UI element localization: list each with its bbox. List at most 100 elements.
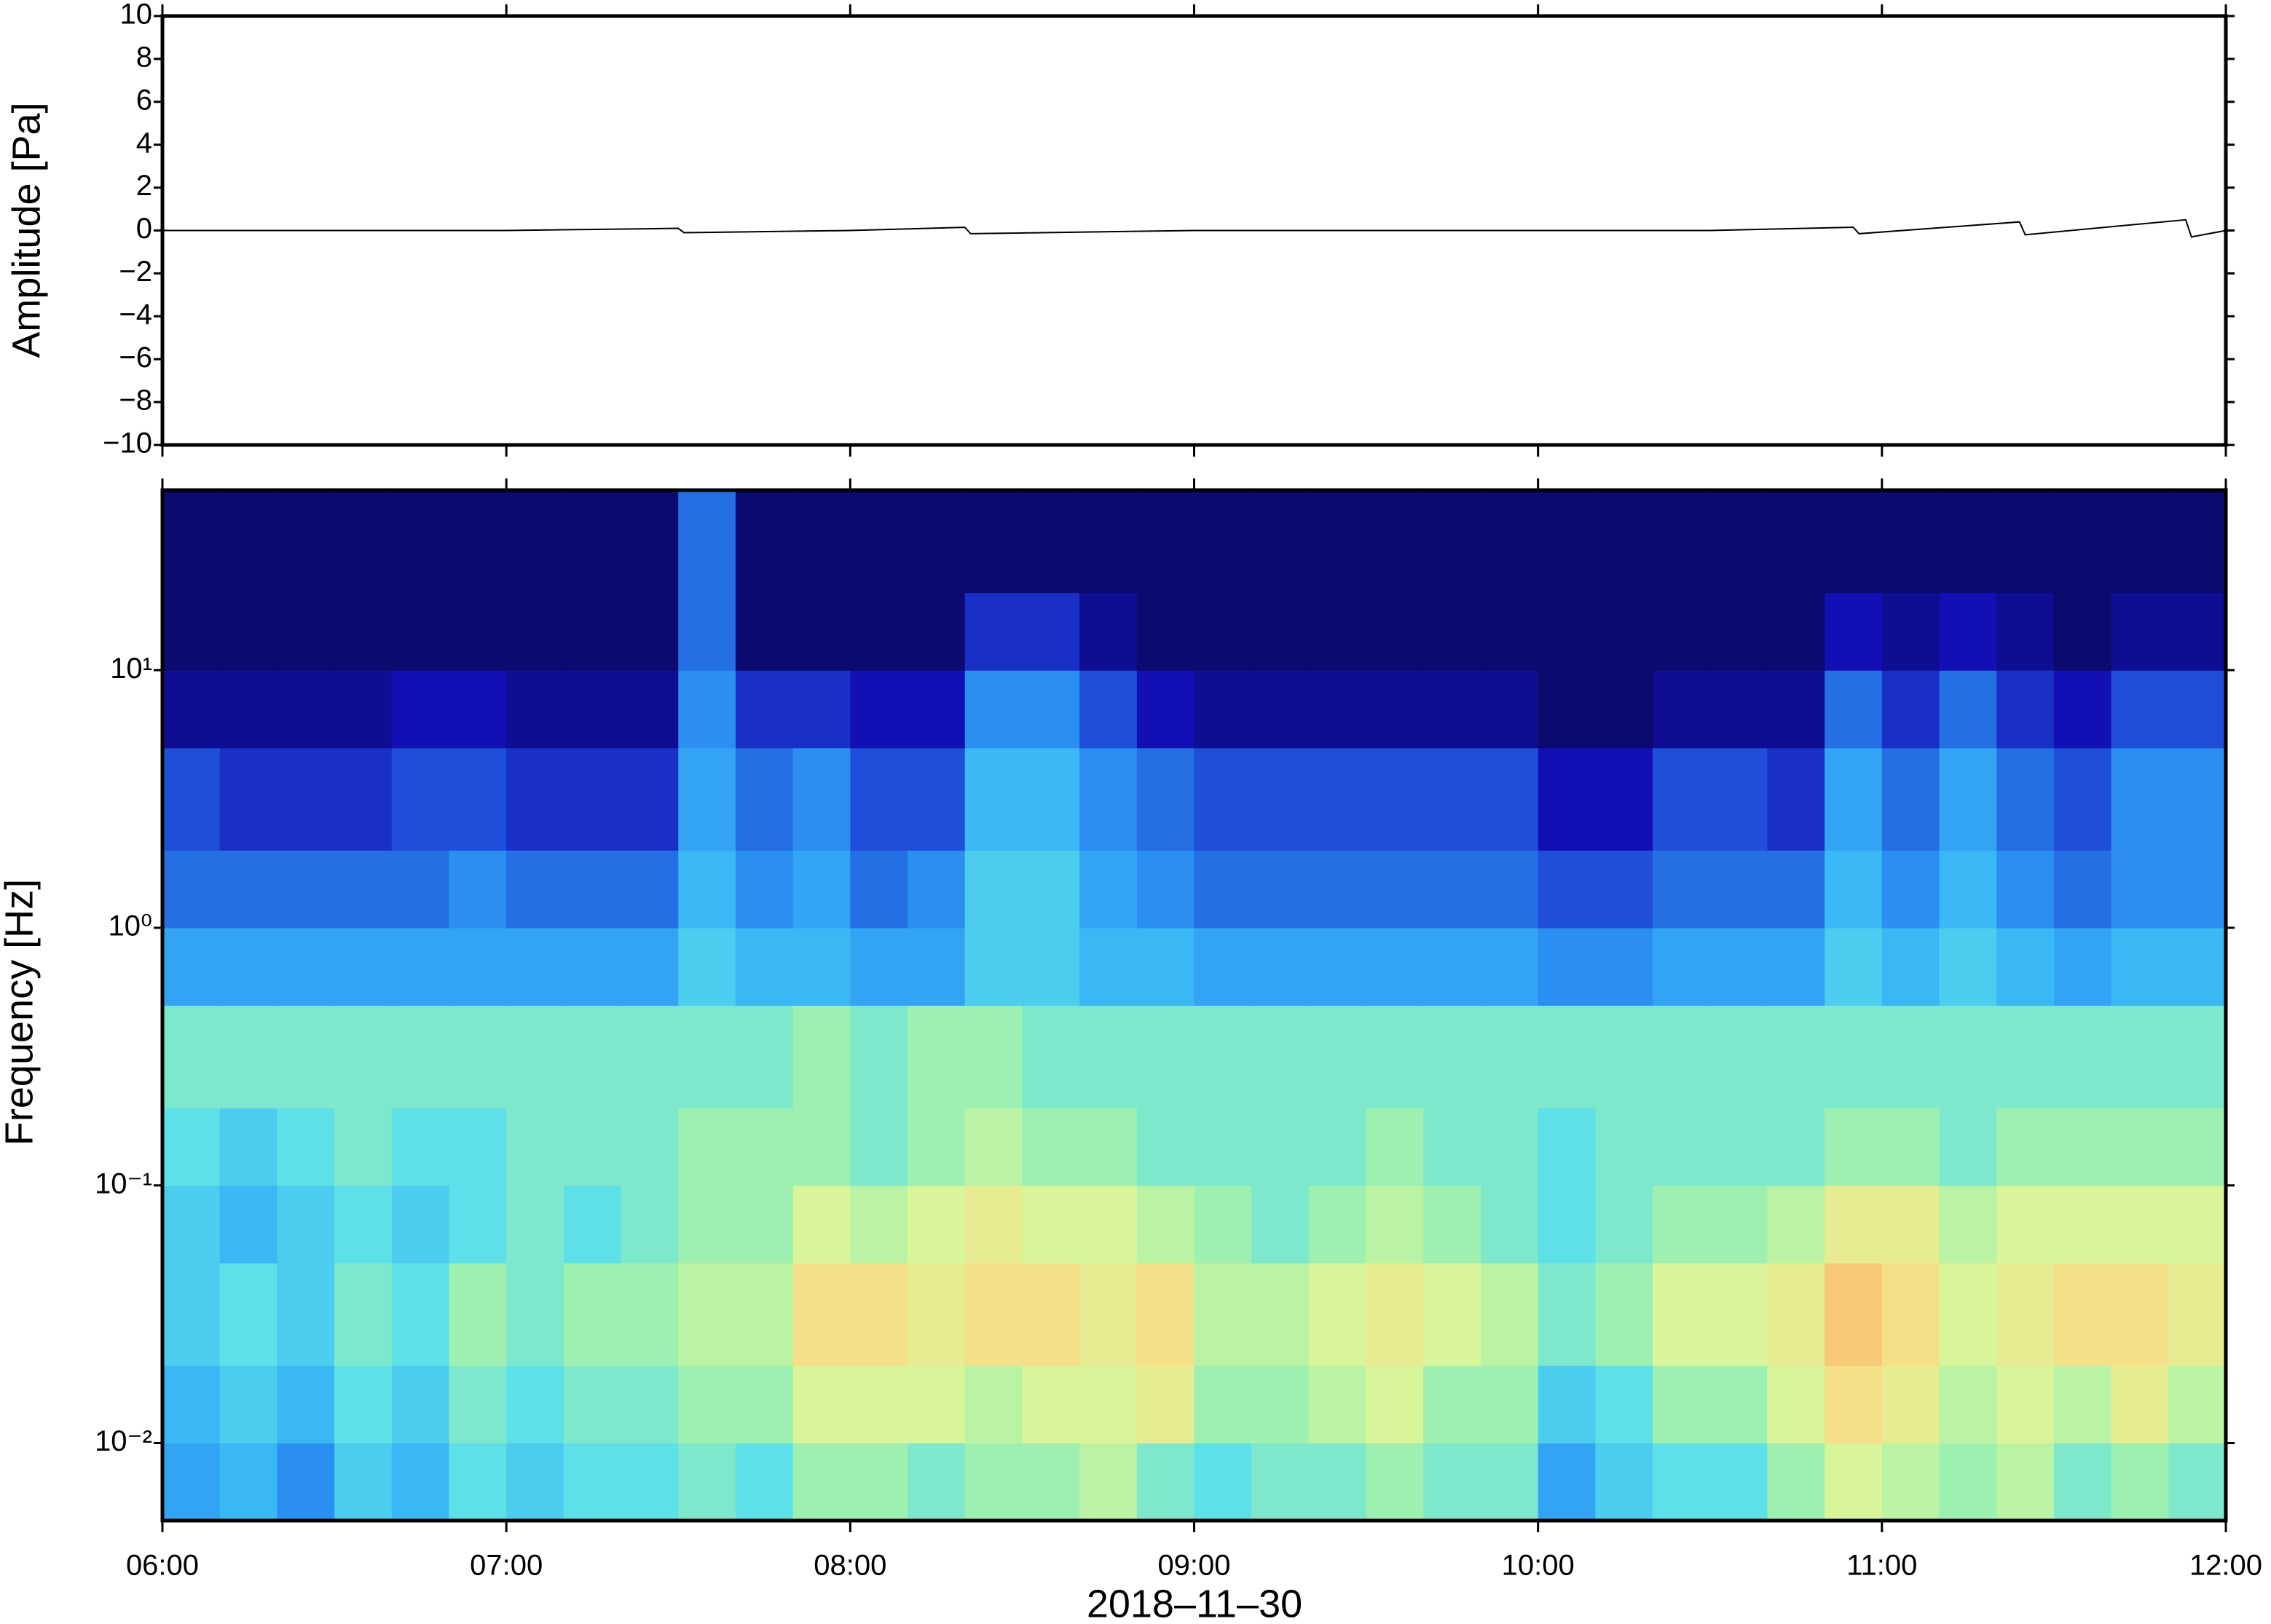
- heatmap-cell: [1366, 1108, 1424, 1186]
- heatmap-cell: [506, 747, 564, 851]
- heatmap-cell: [1366, 1365, 1424, 1444]
- heatmap-cell: [678, 928, 736, 1006]
- heatmap-cell: [678, 747, 736, 851]
- heatmap-cell: [1194, 1185, 1252, 1264]
- heatmap-cell: [1709, 928, 1768, 1006]
- heatmap-cell: [964, 1108, 1023, 1186]
- heatmap-cell: [1423, 490, 1481, 594]
- heatmap-cell: [1251, 747, 1310, 851]
- heatmap-cell: [1996, 1005, 2055, 1108]
- heatmap-cell: [1881, 1365, 1940, 1444]
- heatmap-cell: [1136, 1443, 1195, 1521]
- heatmap-cell: [1767, 850, 1825, 929]
- heatmap-cell: [1251, 850, 1310, 929]
- heatmap-cell: [1136, 928, 1195, 1006]
- heatmap-cell: [1709, 1443, 1768, 1521]
- heatmap-cell: [219, 1185, 278, 1264]
- heatmap-cell: [277, 1185, 335, 1264]
- heatmap-cell: [964, 1005, 1023, 1108]
- heatmap-cell: [1538, 850, 1596, 929]
- heatmap-cell: [1079, 1443, 1138, 1521]
- heatmap-cell: [1022, 928, 1080, 1006]
- heatmap-cell: [792, 490, 851, 594]
- heatmap-cell: [2168, 928, 2227, 1006]
- heatmap-cell: [621, 1263, 679, 1366]
- heatmap-cell: [219, 747, 278, 851]
- heatmap-cell: [334, 592, 393, 671]
- heatmap-cell: [1251, 1263, 1310, 1366]
- heatmap-cell: [678, 592, 736, 671]
- heatmap-cell: [1194, 1365, 1252, 1444]
- heatmap-cell: [162, 592, 221, 671]
- heatmap-cell: [1939, 1443, 1997, 1521]
- heatmap-cell: [850, 1443, 908, 1521]
- heatmap-cell: [1996, 592, 2055, 671]
- heatmap-cell: [1595, 592, 1653, 671]
- heatmap-cell: [506, 850, 564, 929]
- heatmap-cell: [1079, 1263, 1138, 1366]
- heatmap-cell: [1595, 1005, 1653, 1108]
- heatmap-cell: [1595, 490, 1653, 594]
- y-tick-label: −4: [119, 299, 152, 331]
- heatmap-cell: [1366, 1263, 1424, 1366]
- y-tick-label: 10⁻²: [95, 1425, 152, 1457]
- heatmap-cell: [792, 592, 851, 671]
- heatmap-cell: [1251, 490, 1310, 594]
- heatmap-cell: [1079, 670, 1138, 749]
- heatmap-cell: [1767, 747, 1825, 851]
- heatmap-cell: [391, 747, 450, 851]
- heatmap-cell: [1709, 670, 1768, 749]
- heatmap-cell: [850, 928, 908, 1006]
- heatmap-cell: [2168, 592, 2227, 671]
- heatmap-cell: [162, 1185, 221, 1264]
- waveform: [162, 218, 2227, 238]
- heatmap-cell: [621, 928, 679, 1006]
- heatmap-cell: [1194, 1108, 1252, 1186]
- heatmap-cell: [1022, 1005, 1080, 1108]
- y-axis-label: Frequency [Hz]: [0, 879, 41, 1146]
- heatmap-cell: [1308, 747, 1367, 851]
- heatmap-cell: [1939, 670, 1997, 749]
- y-tick-label: 10⁻¹: [95, 1167, 152, 1199]
- heatmap-cell: [964, 747, 1023, 851]
- heatmap-cell: [1881, 1443, 1940, 1521]
- heatmap-cell: [621, 747, 679, 851]
- heatmap-cell: [1653, 850, 1711, 929]
- heatmap-cell: [1881, 850, 1940, 929]
- heatmap-cell: [1709, 490, 1768, 594]
- heatmap-cell: [1825, 490, 1883, 594]
- heatmap-cell: [1022, 1443, 1080, 1521]
- heatmap-cell: [1136, 592, 1195, 671]
- heatmap-cell: [1767, 928, 1825, 1006]
- heatmap-cell: [1709, 592, 1768, 671]
- heatmap-cell: [1767, 1365, 1825, 1444]
- heatmap-cell: [1996, 670, 2055, 749]
- heatmap-cell: [2168, 490, 2227, 594]
- heatmap-cell: [964, 670, 1023, 749]
- heatmap-cell: [449, 1443, 507, 1521]
- heatmap-cell: [1825, 670, 1883, 749]
- heatmap-cell: [162, 490, 221, 594]
- heatmap-cell: [850, 1005, 908, 1108]
- heatmap-cell: [1308, 1263, 1367, 1366]
- heatmap-cell: [1996, 490, 2055, 594]
- heatmap-cell: [334, 850, 393, 929]
- heatmap-cell: [506, 1005, 564, 1108]
- heatmap-cell: [2168, 1005, 2227, 1108]
- heatmap-cell: [2053, 592, 2112, 671]
- heatmap-cell: [792, 1263, 851, 1366]
- heatmap-cell: [908, 1263, 966, 1366]
- heatmap-cell: [506, 928, 564, 1006]
- heatmap-cell: [792, 1108, 851, 1186]
- heatmap-cell: [678, 670, 736, 749]
- heatmap-cell: [277, 1263, 335, 1366]
- heatmap-cell: [908, 747, 966, 851]
- heatmap-cell: [1194, 1263, 1252, 1366]
- heatmap-cell: [1996, 1108, 2055, 1186]
- heatmap-cell: [391, 850, 450, 929]
- heatmap-cell: [735, 747, 794, 851]
- heatmap-cell: [964, 592, 1023, 671]
- heatmap-cell: [1423, 1263, 1481, 1366]
- heatmap-cell: [2111, 1185, 2169, 1264]
- heatmap-cell: [1825, 1185, 1883, 1264]
